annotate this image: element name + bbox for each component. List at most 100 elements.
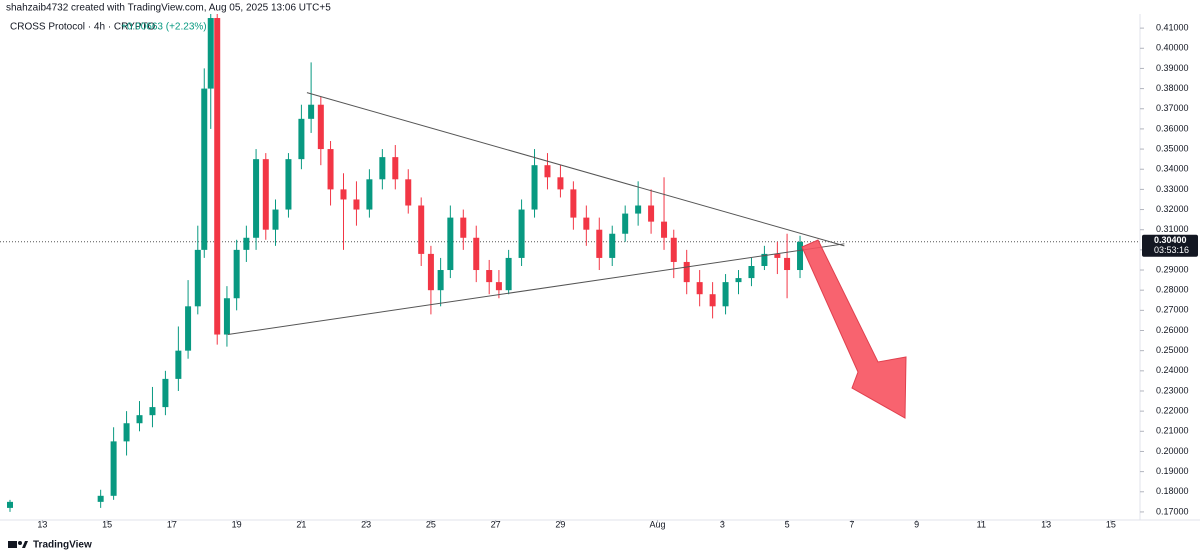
candle-body [298, 118, 305, 160]
x-tick-label: 17 [167, 519, 177, 529]
candle-body [797, 241, 804, 271]
candle-body [774, 253, 781, 258]
y-tick-label: 0.20000 [1156, 446, 1189, 456]
candle-body [518, 209, 525, 258]
y-tick-label: 0.33000 [1156, 184, 1189, 194]
countdown: 03:53:16 [1154, 245, 1189, 255]
candle-body [7, 501, 13, 508]
candle-body [622, 213, 629, 234]
candle-body [447, 217, 454, 271]
candle-body [683, 261, 690, 283]
candle-body [317, 104, 324, 150]
candle-body [308, 104, 315, 119]
x-tick-label: 7 [849, 519, 854, 529]
down-arrow [801, 239, 907, 419]
y-tick-label: 0.31000 [1156, 224, 1189, 234]
candle-body [207, 18, 214, 89]
y-tick-label: 0.18000 [1156, 486, 1189, 496]
candle-body [136, 415, 143, 424]
y-tick-label: 0.26000 [1156, 325, 1189, 335]
header: shahzaib4732 created with TradingView.co… [6, 3, 331, 14]
candle-body [437, 270, 444, 291]
candle-body [722, 282, 729, 307]
candle-body [97, 495, 104, 502]
price-change: +0.00663 (+2.23%) [121, 22, 207, 33]
x-tick-label: 21 [296, 519, 306, 529]
y-tick-label: 0.23000 [1156, 385, 1189, 395]
candle-body [635, 205, 642, 214]
candle-body [531, 165, 538, 210]
candle-body [661, 221, 668, 238]
candle-body [379, 157, 386, 180]
candle-body [123, 423, 130, 442]
candle-body [761, 253, 768, 266]
candle-body [495, 282, 502, 291]
candle-body [670, 237, 677, 262]
chart-title: CROSS Protocol · 4h · CRYPTO [10, 22, 155, 33]
x-tick-label: 27 [491, 519, 501, 529]
candle-body [405, 179, 412, 206]
y-tick-label: 0.36000 [1156, 123, 1189, 133]
candle-body [223, 298, 230, 335]
candle-body [544, 165, 551, 178]
price-label: 0.30400 [1154, 235, 1187, 245]
candle-body [253, 159, 260, 238]
candle-body [418, 205, 425, 254]
y-tick-label: 0.40000 [1156, 43, 1189, 53]
candle-body [696, 282, 703, 295]
x-tick-label: 5 [785, 519, 790, 529]
y-tick-label: 0.41000 [1156, 22, 1189, 32]
candle-body [233, 249, 240, 299]
candle-body [596, 229, 603, 258]
y-tick-label: 0.37000 [1156, 103, 1189, 113]
y-tick-label: 0.25000 [1156, 345, 1189, 355]
candle-body [175, 350, 182, 379]
candle-body [194, 249, 201, 307]
y-tick-label: 0.29000 [1156, 264, 1189, 274]
y-tick-label: 0.27000 [1156, 305, 1189, 315]
candle-body [272, 209, 279, 230]
x-tick-label: 15 [102, 519, 112, 529]
x-tick-label: 29 [555, 519, 565, 529]
candle-body [392, 157, 399, 180]
candle-body [505, 257, 512, 291]
y-tick-label: 0.32000 [1156, 204, 1189, 214]
candle-body [784, 257, 791, 271]
y-tick-label: 0.19000 [1156, 466, 1189, 476]
x-tick-label: 3 [720, 519, 725, 529]
trendline [306, 92, 845, 247]
x-tick-label: 11 [977, 519, 986, 529]
x-tick-label: Aug [650, 519, 666, 529]
candle-body [110, 441, 117, 496]
y-tick-label: 0.21000 [1156, 426, 1189, 436]
candle-body [460, 217, 467, 238]
candle-body [583, 217, 590, 230]
candle-body [262, 159, 269, 230]
candle-body [162, 378, 169, 408]
x-tick-label: 15 [1106, 519, 1116, 529]
candle-body [609, 233, 616, 258]
candle-body [185, 306, 192, 351]
y-tick-label: 0.38000 [1156, 83, 1189, 93]
candle-body [353, 199, 360, 210]
y-tick-label: 0.17000 [1156, 506, 1189, 516]
candle-body [201, 88, 208, 250]
y-tick-label: 0.22000 [1156, 406, 1189, 416]
candle-body [735, 278, 742, 283]
x-tick-label: 23 [361, 519, 371, 529]
candle-body [557, 177, 564, 190]
candle-body [648, 205, 655, 222]
candle-body [709, 294, 716, 307]
y-tick-label: 0.24000 [1156, 365, 1189, 375]
y-tick-label: 0.34000 [1156, 164, 1189, 174]
brand: TradingView [33, 540, 92, 551]
x-tick-label: 13 [1041, 519, 1051, 529]
candle-body [214, 18, 221, 335]
candle-body [486, 270, 493, 283]
x-tick-label: 13 [37, 519, 47, 529]
price-label-box [1142, 234, 1198, 257]
x-tick-label: 25 [426, 519, 436, 529]
y-tick-label: 0.39000 [1156, 63, 1189, 73]
